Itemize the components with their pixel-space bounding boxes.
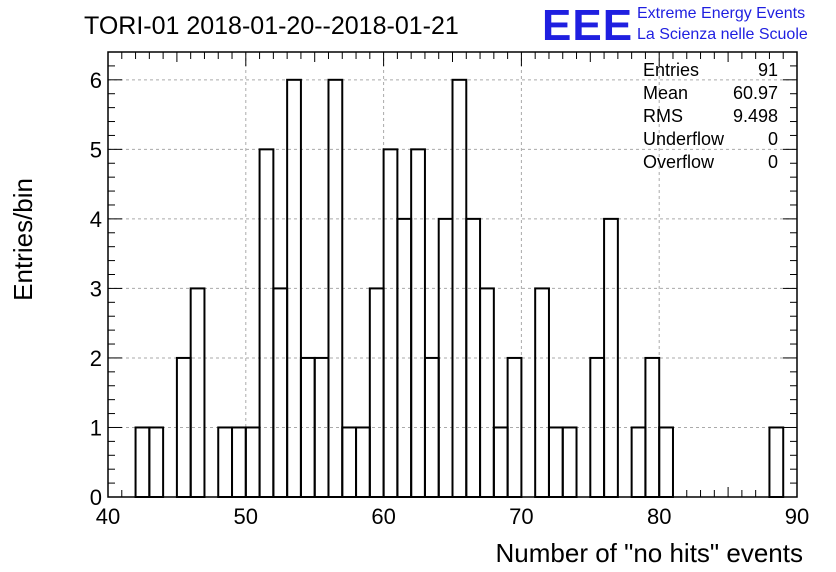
histogram-bar <box>244 426 261 498</box>
y-tick-label: 3 <box>90 276 102 301</box>
stat-label: Mean <box>643 83 688 103</box>
histogram-bar <box>148 426 165 498</box>
histogram-bar <box>258 148 275 498</box>
histogram-bar <box>768 426 785 498</box>
y-tick-label: 1 <box>90 415 102 440</box>
y-axis-title: Entries/bin <box>8 178 38 301</box>
chart-title: TORI-01 2018-01-20--2018-01-21 <box>84 12 459 40</box>
x-tick-label: 60 <box>371 504 395 529</box>
eee-logo: EEE Extreme Energy Events La Scienza nel… <box>542 1 808 50</box>
histogram-bar <box>630 426 647 498</box>
histogram-bar <box>189 287 206 498</box>
stat-label: Underflow <box>643 129 725 149</box>
histogram-bar <box>382 148 399 498</box>
histogram-bar <box>272 287 289 498</box>
x-tick-label: 50 <box>234 504 258 529</box>
histogram-bar <box>410 148 426 498</box>
y-tick-label: 5 <box>90 137 102 162</box>
histogram-bar <box>134 426 151 498</box>
histogram-bar <box>534 287 550 498</box>
logo-line-1: Extreme Energy Events <box>637 5 805 22</box>
y-tick-label: 0 <box>90 485 102 510</box>
x-tick-labels: 40 50 60 70 80 90 <box>96 504 809 529</box>
histogram-bar <box>355 426 371 498</box>
x-tick-label: 80 <box>647 504 671 529</box>
stat-label: Overflow <box>643 152 715 172</box>
histogram-bar <box>479 287 495 498</box>
y-tick-labels: 0 1 2 3 4 5 6 <box>90 68 102 510</box>
stat-value: 91 <box>758 60 778 80</box>
stat-value: 0 <box>768 152 778 172</box>
stat-value: 9.498 <box>733 106 778 126</box>
stat-label: Entries <box>643 60 699 80</box>
y-tick-label: 2 <box>90 346 102 371</box>
logo-line-2: La Scienza nelle Scuole <box>637 26 808 43</box>
histogram-bar <box>644 356 661 498</box>
stat-value: 0 <box>768 129 778 149</box>
histogram-bar <box>547 426 564 498</box>
x-tick-label: 40 <box>96 504 120 529</box>
x-tick-label: 90 <box>785 504 809 529</box>
histogram-bar <box>506 356 523 498</box>
histogram-bar <box>368 287 385 498</box>
stats-box: Entries 91 Mean 60.97 RMS 9.498 Underflow 0 Over… <box>643 60 778 172</box>
histogram-bar <box>231 426 247 498</box>
logo-mark: EEE <box>542 1 633 50</box>
histogram-bar <box>217 426 234 498</box>
stat-label: RMS <box>643 106 683 126</box>
x-tick-label: 70 <box>509 504 533 529</box>
x-axis-title: Number of "no hits" events <box>496 538 804 568</box>
histogram-bar <box>341 426 358 498</box>
y-tick-label: 6 <box>90 68 102 93</box>
axis-ticks <box>107 51 798 498</box>
histogram-bar <box>492 426 509 498</box>
y-tick-label: 4 <box>90 207 102 232</box>
histogram-bar <box>561 426 578 498</box>
histogram-bar <box>658 426 674 498</box>
stat-value: 60.97 <box>733 83 778 103</box>
